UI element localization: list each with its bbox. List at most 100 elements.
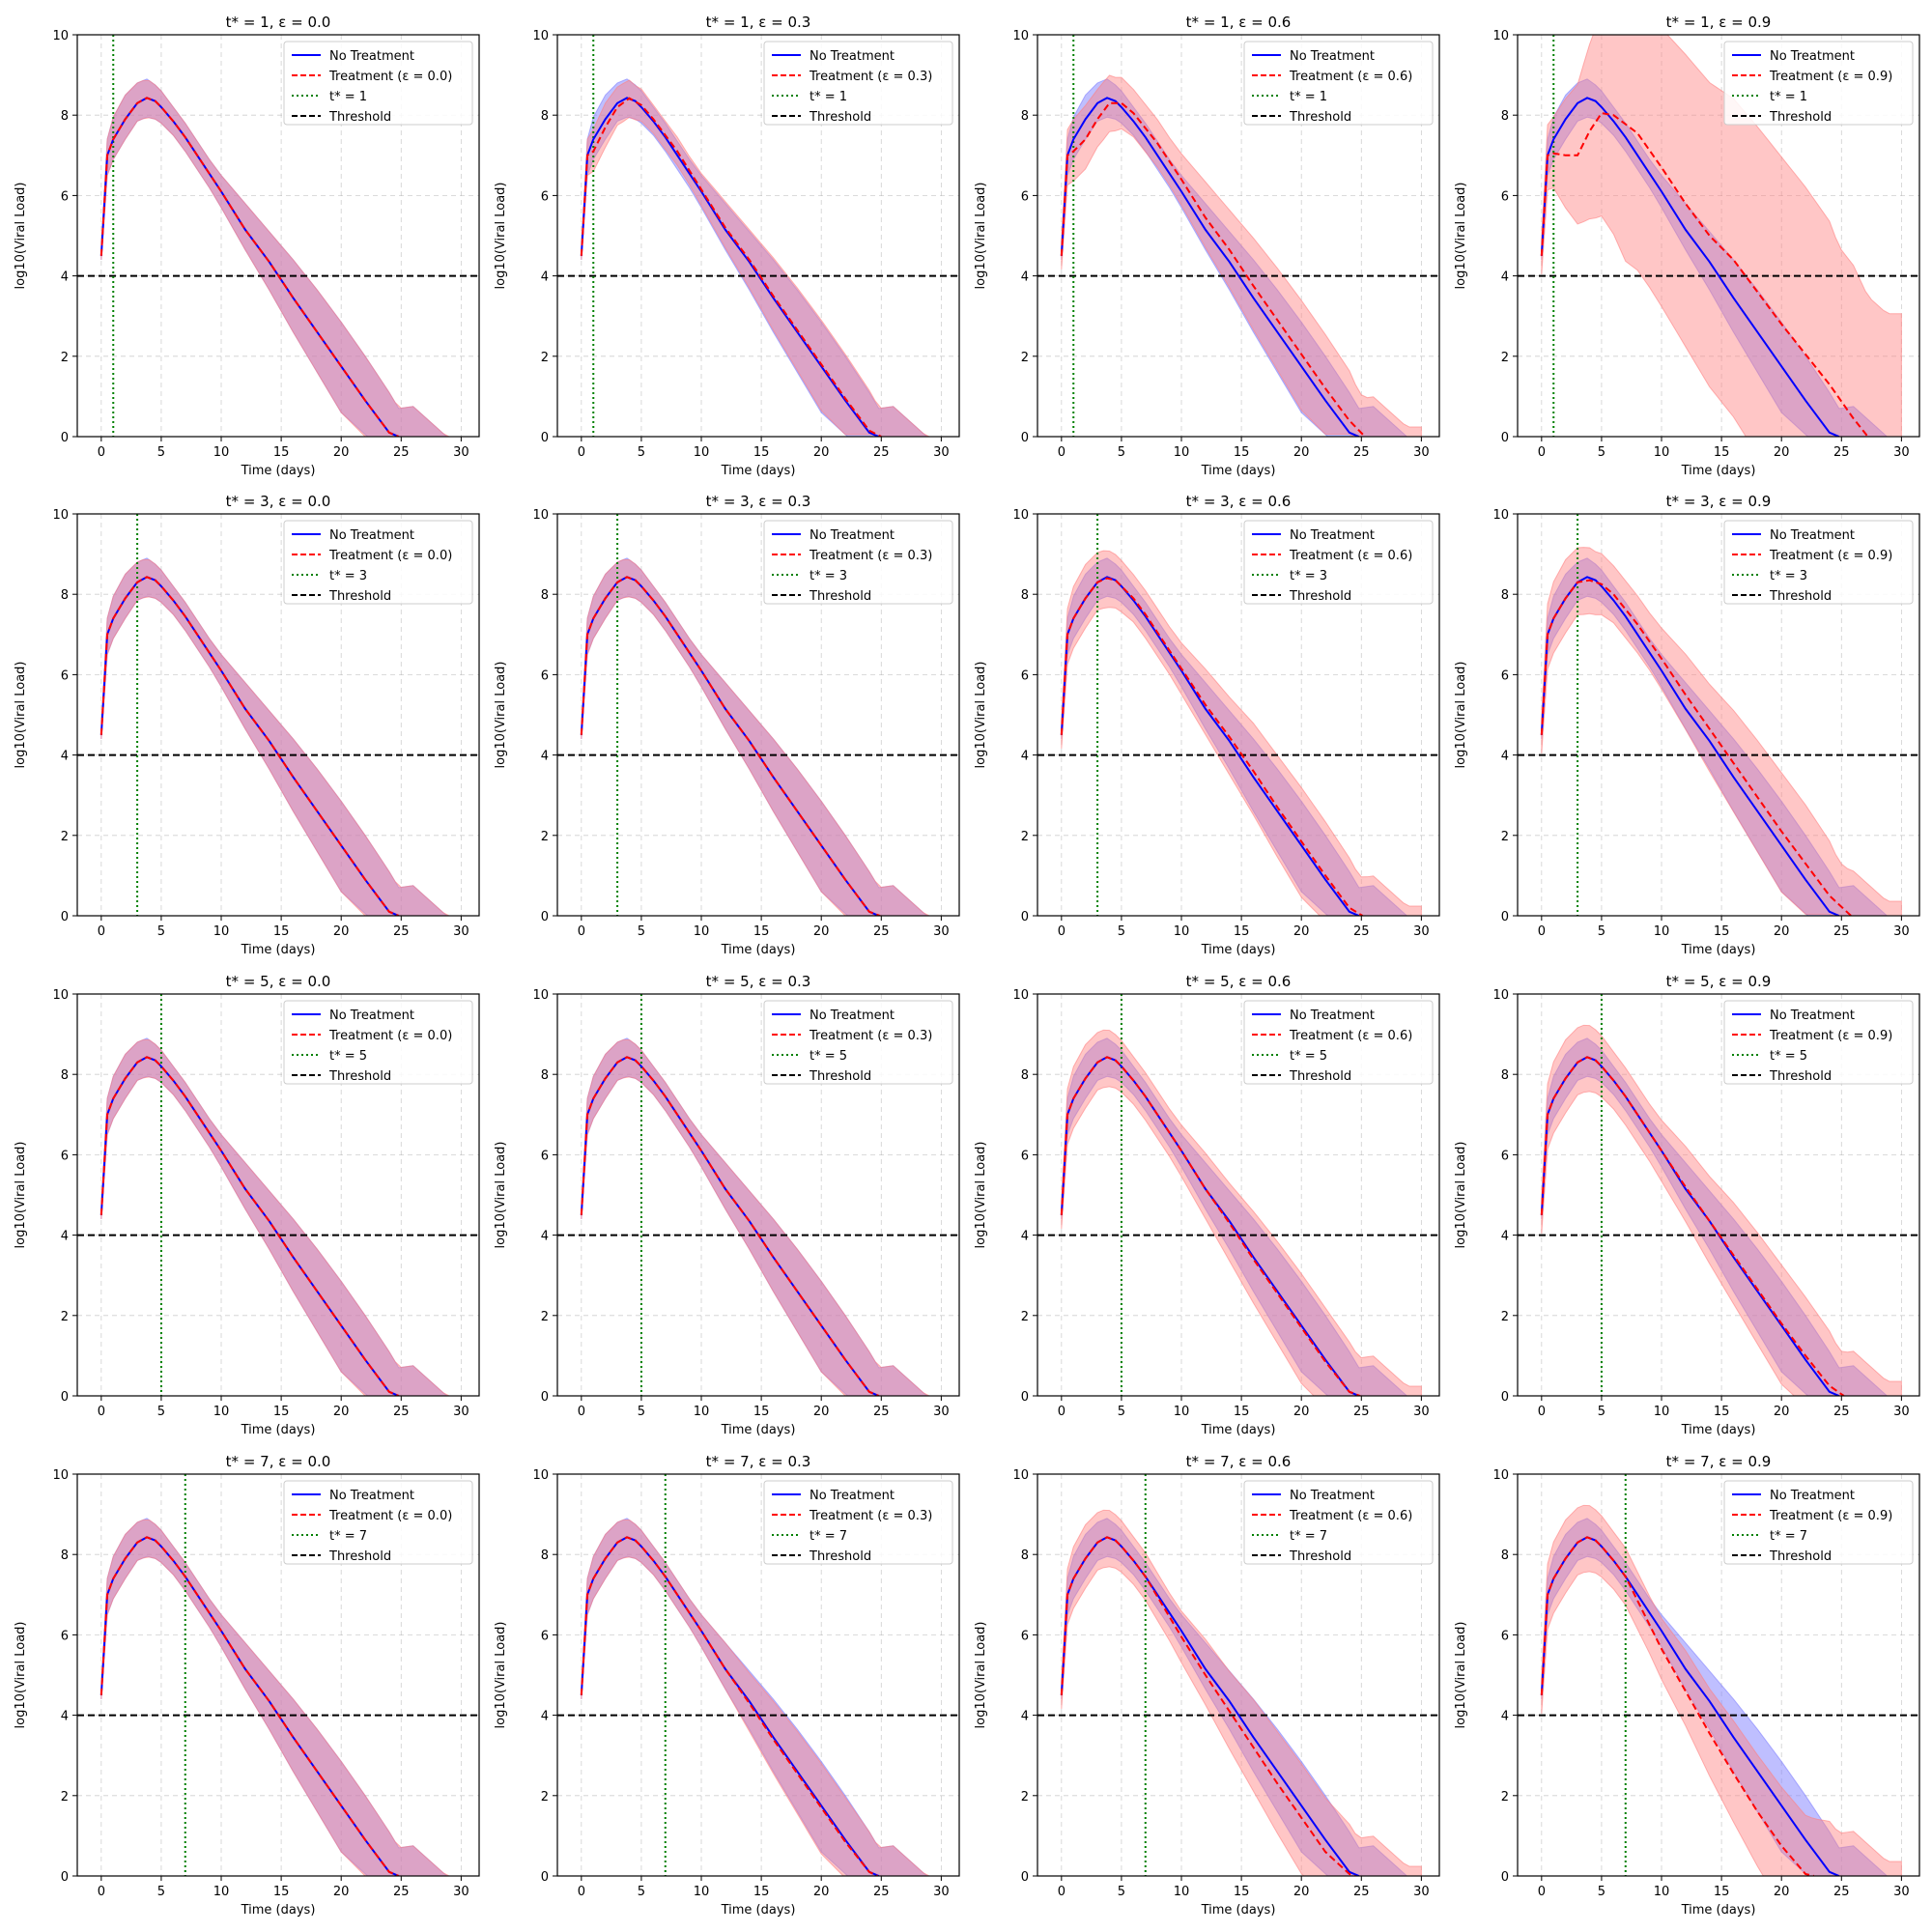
y-axis-label: log10(Viral Load)	[1454, 662, 1468, 769]
x-tick-label: 30	[933, 1885, 950, 1899]
axes-frame	[1517, 993, 1920, 1397]
no-treatment-band	[1541, 78, 1889, 437]
treatment-line	[1060, 1056, 1361, 1396]
y-tick-label: 10	[52, 29, 69, 43]
y-tick-label: 10	[532, 508, 549, 523]
y-tick-label: 6	[61, 1629, 69, 1643]
y-tick-label: 8	[1021, 588, 1029, 603]
x-tick-label: 0	[1538, 1885, 1546, 1899]
y-tick-label: 6	[1021, 668, 1029, 683]
y-axis-label: log10(Viral Load)	[1454, 1142, 1468, 1249]
subplot-title: t* = 1, ε = 0.9	[1666, 14, 1772, 31]
x-tick-label: 15	[1234, 445, 1250, 460]
x-tick-label: 20	[813, 1885, 830, 1899]
legend: No Treatment Treatment (ε = 0.3) t* = 1 Thr…	[763, 41, 953, 126]
x-tick-label: 30	[1893, 924, 1910, 939]
x-tick-label: 30	[1413, 1405, 1430, 1419]
x-tick-label: 30	[933, 1405, 950, 1419]
subplot-title: t* = 1, ε = 0.0	[226, 14, 331, 31]
legend-label: Threshold	[328, 1549, 391, 1564]
x-tick-label: 0	[98, 445, 105, 460]
y-tick-label: 10	[1492, 29, 1509, 43]
legend-label: No Treatment	[810, 49, 895, 64]
legend-box	[763, 41, 953, 126]
legend-label: Treatment (ε = 0.9)	[1769, 1029, 1892, 1043]
x-axis-label: Time (days)	[721, 1903, 796, 1918]
x-tick-label: 15	[753, 924, 770, 939]
legend-label: No Treatment	[1290, 1009, 1375, 1023]
legend-label: Threshold	[1289, 589, 1351, 604]
legend-box	[763, 520, 953, 605]
axes-frame	[1037, 993, 1440, 1397]
subplot-title: t* = 3, ε = 0.0	[226, 493, 331, 510]
y-axis-label: log10(Viral Load)	[14, 183, 28, 290]
legend-label: No Treatment	[1770, 1009, 1855, 1023]
treatment-band	[1541, 547, 1902, 916]
y-axis-label: log10(Viral Load)	[494, 183, 508, 290]
legend-label: Threshold	[1289, 1069, 1351, 1084]
subplot-panel: 0 5 10 15 20 25 30 0 2 4 6 8 10 t* = 3, ε = 0.3 Time (…	[494, 493, 960, 957]
x-tick-label: 25	[1833, 445, 1850, 460]
legend: No Treatment Treatment (ε = 0.9) t* = 3 Thr…	[1723, 520, 1914, 605]
x-tick-label: 20	[1293, 924, 1310, 939]
legend-label: t* = 3	[1290, 569, 1327, 583]
subplot-panel: 0 5 10 15 20 25 30 0 2 4 6 8 10 t* = 1, ε = 0.3 Time (…	[494, 14, 960, 478]
legend-box	[1243, 41, 1434, 126]
legend-label: No Treatment	[1290, 1489, 1375, 1503]
treatment-line	[1060, 577, 1364, 916]
y-axis-label: log10(Viral Load)	[14, 1622, 28, 1729]
y-tick-label: 6	[1501, 1629, 1509, 1643]
subplot-panel: 0 5 10 15 20 25 30 0 2 4 6 8 10 t* = 1, ε = 0.6 Time (…	[974, 14, 1440, 478]
y-tick-label: 6	[1501, 1149, 1509, 1163]
x-tick-label: 30	[933, 924, 950, 939]
y-tick-label: 6	[1501, 668, 1509, 683]
subplot-title: t* = 3, ε = 0.9	[1666, 493, 1772, 510]
legend-label: t* = 7	[1770, 1529, 1807, 1544]
y-tick-label: 2	[1021, 1790, 1029, 1804]
subplot-panel: 0 5 10 15 20 25 30 0 2 4 6 8 10 t* = 3, ε = 0.6 Time (…	[974, 493, 1440, 957]
x-tick-label: 25	[1353, 1885, 1370, 1899]
y-tick-label: 0	[1021, 910, 1029, 924]
y-tick-label: 0	[61, 1870, 69, 1885]
y-tick-label: 8	[61, 109, 69, 124]
y-tick-label: 2	[541, 1310, 549, 1324]
x-tick-label: 20	[1774, 924, 1790, 939]
legend-box	[283, 520, 473, 605]
treatment-line	[1060, 1536, 1356, 1876]
y-tick-label: 8	[1021, 109, 1029, 124]
subplot-title: t* = 7, ε = 0.6	[1186, 1453, 1292, 1470]
legend-label: Threshold	[1769, 589, 1832, 604]
x-tick-label: 30	[1413, 924, 1430, 939]
treatment-line	[99, 1536, 400, 1876]
x-tick-label: 20	[1774, 1885, 1790, 1899]
legend-label: Threshold	[328, 589, 391, 604]
legend: No Treatment Treatment (ε = 0.3) t* = 3 Thr…	[763, 520, 953, 605]
x-tick-label: 0	[1058, 924, 1065, 939]
treatment-line	[580, 1056, 880, 1396]
x-tick-label: 5	[1598, 924, 1605, 939]
legend: No Treatment Treatment (ε = 0.9) t* = 5 Thr…	[1723, 1000, 1914, 1085]
y-tick-label: 0	[541, 910, 549, 924]
y-tick-label: 4	[541, 750, 549, 764]
y-tick-label: 8	[1501, 1548, 1509, 1563]
treatment-band	[1061, 1029, 1422, 1396]
legend-label: Treatment (ε = 0.6)	[1289, 1029, 1412, 1043]
axes-frame	[76, 1473, 480, 1877]
x-axis-label: Time (days)	[1201, 1423, 1276, 1437]
x-tick-label: 25	[873, 924, 890, 939]
legend-label: No Treatment	[810, 1009, 895, 1023]
x-axis-label: Time (days)	[721, 464, 796, 478]
x-tick-label: 10	[694, 445, 710, 460]
x-tick-label: 30	[1893, 1405, 1910, 1419]
x-tick-label: 30	[453, 445, 469, 460]
legend-label: Treatment (ε = 0.3)	[809, 1509, 932, 1523]
legend-label: t* = 5	[329, 1049, 367, 1064]
x-tick-label: 20	[1774, 445, 1790, 460]
y-tick-label: 0	[541, 1870, 549, 1885]
y-tick-label: 2	[1501, 351, 1509, 365]
x-tick-label: 30	[453, 1885, 469, 1899]
x-tick-label: 20	[333, 924, 350, 939]
y-tick-label: 6	[1021, 189, 1029, 204]
y-tick-label: 8	[541, 1548, 549, 1563]
legend-box	[283, 41, 473, 126]
